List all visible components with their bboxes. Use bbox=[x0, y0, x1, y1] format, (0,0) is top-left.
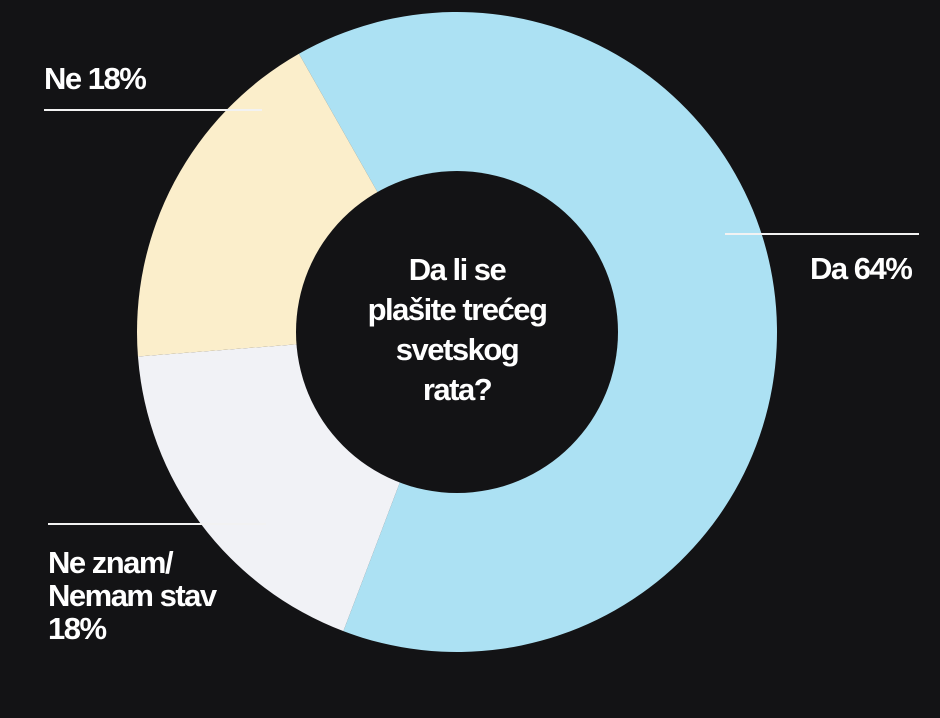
label-ne: Ne 18% bbox=[44, 61, 147, 96]
leader-line-neznam bbox=[48, 523, 266, 525]
center-question: Da li se plašite trećeg svetskog rata? bbox=[367, 252, 548, 407]
leader-line-da bbox=[725, 233, 919, 235]
leader-line-ne bbox=[44, 109, 262, 111]
label-neznam: Ne znam/ Nemam stav 18% bbox=[48, 545, 217, 646]
label-da: Da 64% bbox=[810, 251, 913, 286]
donut-hole bbox=[296, 171, 618, 493]
